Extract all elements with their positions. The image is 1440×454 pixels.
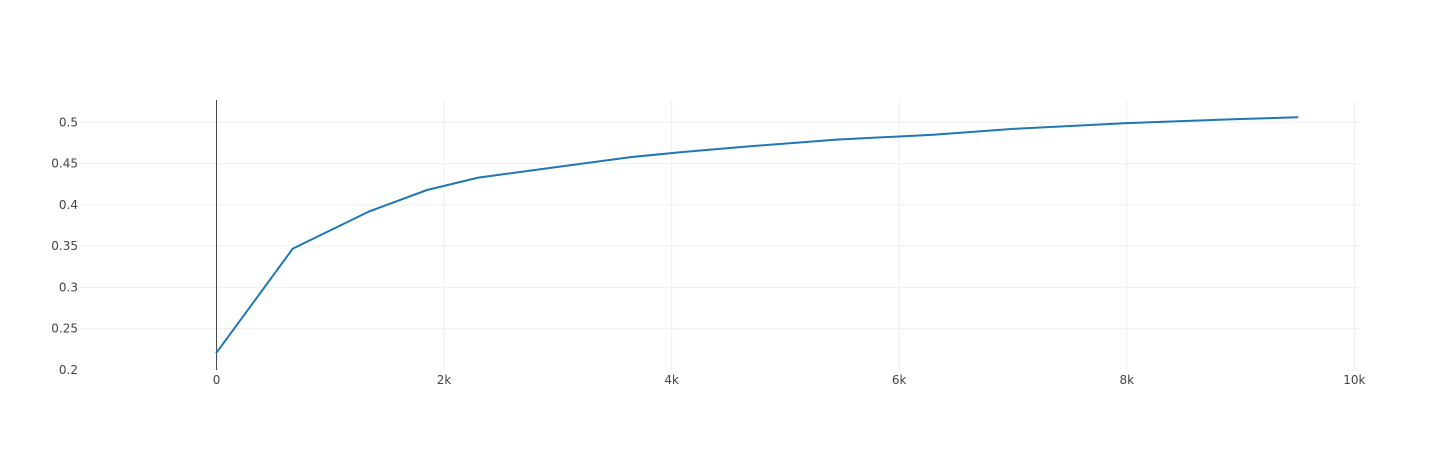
x-tick-label: 4k (664, 373, 679, 387)
grid-layer (80, 100, 1360, 370)
y-tick-label: 0.25 (51, 322, 78, 336)
x-tick-label: 0 (213, 373, 221, 387)
series-line (215, 116, 1299, 354)
x-axis-tick-labels: 0 2k 4k 6k 8k 10k (213, 373, 1366, 387)
y-tick-label: 0.4 (59, 198, 78, 212)
y-tick-label: 0.35 (51, 239, 78, 253)
x-tick-label: 8k (1119, 373, 1134, 387)
x-tick-label: 2k (437, 373, 452, 387)
x-tick-label: 6k (892, 373, 907, 387)
y-tick-label: 0.2 (59, 363, 78, 377)
y-tick-label: 0.45 (51, 157, 78, 171)
y-tick-label: 0.5 (59, 115, 78, 129)
x-tick-label: 10k (1343, 373, 1365, 387)
y-tick-label: 0.3 (59, 280, 78, 294)
series-layer (215, 116, 1299, 354)
y-axis-tick-labels: 0.2 0.25 0.3 0.35 0.4 0.45 0.5 (51, 115, 78, 377)
